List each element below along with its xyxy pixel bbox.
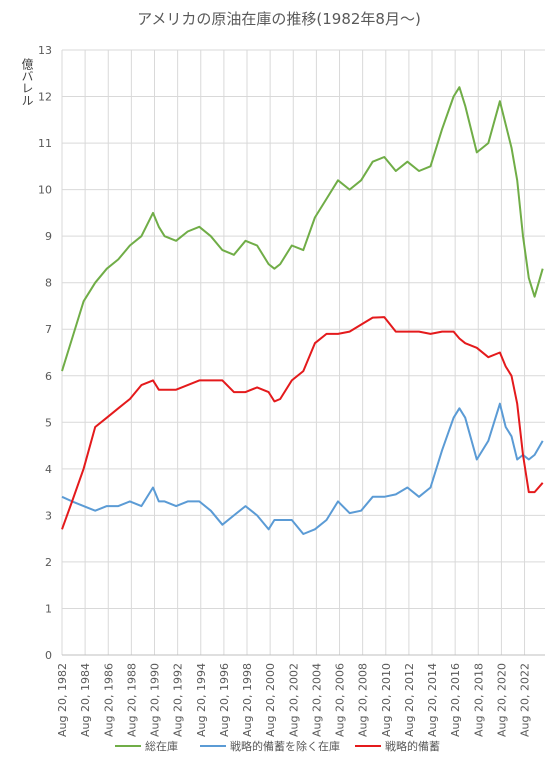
- x-tick-label: Aug 20, 1988: [125, 663, 138, 737]
- y-tick-label: 8: [45, 277, 52, 290]
- y-tick-label: 10: [38, 184, 52, 197]
- x-tick-label: Aug 20, 2014: [426, 663, 439, 737]
- y-tick-label: 9: [45, 230, 52, 243]
- y-tick-label: 0: [45, 649, 52, 662]
- y-tick-label: 11: [38, 137, 52, 150]
- x-tick-label: Aug 20, 2018: [472, 663, 485, 737]
- x-tick-label: Aug 20, 1998: [241, 663, 254, 737]
- x-tick-label: Aug 20, 2012: [403, 663, 416, 737]
- series-line: [61, 316, 544, 530]
- chart-title: アメリカの原油在庫の推移(1982年8月～): [137, 10, 421, 28]
- y-tick-label: 5: [45, 416, 52, 429]
- y-tick-label: 2: [45, 556, 52, 569]
- x-tick-label: Aug 20, 1986: [102, 663, 115, 737]
- x-tick-label: Aug 20, 1984: [79, 663, 92, 737]
- x-tick-label: Aug 20, 2010: [380, 663, 393, 737]
- legend-label: 戦略的備蓄を除く在庫: [230, 739, 340, 753]
- x-tick-label: Aug 20, 2000: [264, 663, 277, 737]
- x-tick-label: Aug 20, 2022: [519, 663, 532, 737]
- x-tick-label: Aug 20, 2020: [495, 663, 508, 737]
- y-tick-label: 12: [38, 91, 52, 104]
- y-tick-label: 1: [45, 602, 52, 615]
- series-line: [61, 86, 544, 372]
- legend-label: 総在庫: [145, 739, 178, 753]
- x-tick-label: Aug 20, 2016: [449, 663, 462, 737]
- y-tick-label: 13: [38, 44, 52, 57]
- series-line: [61, 402, 544, 535]
- y-axis-label: 億バレル: [20, 58, 34, 106]
- x-tick-label: Aug 20, 2008: [357, 663, 370, 737]
- x-tick-label: Aug 20, 2006: [334, 663, 347, 737]
- legend-label: 戦略的備蓄: [385, 739, 440, 753]
- y-tick-label: 3: [45, 509, 52, 522]
- y-tick-label: 7: [45, 323, 52, 336]
- x-tick-label: Aug 20, 1992: [172, 663, 185, 737]
- x-tick-label: Aug 20, 1982: [56, 663, 69, 737]
- y-tick-label: 4: [45, 463, 52, 476]
- x-tick-label: Aug 20, 2002: [287, 663, 300, 737]
- y-tick-label: 6: [45, 370, 52, 383]
- x-tick-label: Aug 20, 2004: [310, 663, 323, 737]
- x-tick-label: Aug 20, 1996: [218, 663, 231, 737]
- x-tick-label: Aug 20, 1990: [149, 663, 162, 737]
- x-tick-label: Aug 20, 1994: [195, 663, 208, 737]
